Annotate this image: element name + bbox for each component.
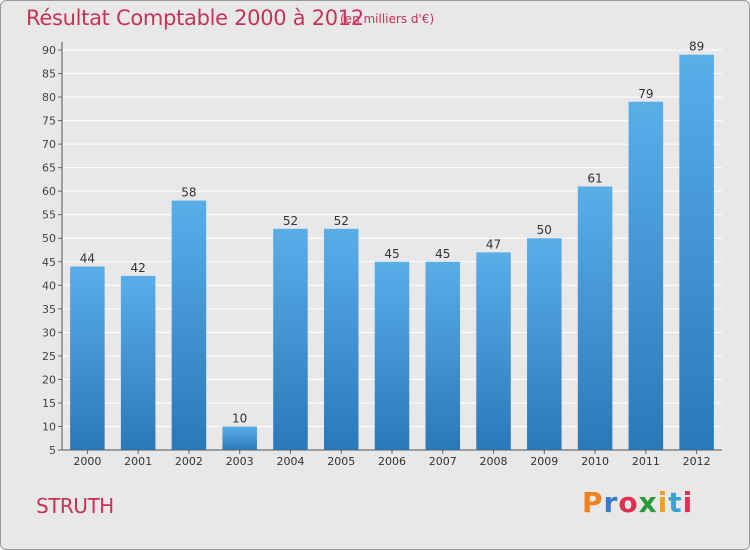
y-tick-label: 45: [42, 256, 56, 269]
bar-2010: [577, 186, 613, 450]
x-tick-label-2006: 2006: [378, 455, 406, 468]
data-label-2008: 47: [486, 237, 501, 251]
bar-2005: [323, 228, 359, 450]
brand-letter: i: [682, 486, 694, 519]
y-tick-label: 20: [42, 373, 56, 386]
bar-2004: [273, 228, 308, 450]
y-tick-label: 85: [42, 68, 56, 81]
bar-2000: [70, 266, 105, 450]
y-tick-label: 25: [42, 350, 56, 363]
y-tick-label: 60: [42, 185, 56, 198]
data-label-2006: 45: [384, 247, 399, 261]
data-label-2002: 58: [181, 186, 196, 200]
data-label-2004: 52: [283, 214, 298, 228]
y-tick-label: 80: [42, 91, 56, 104]
brand-letter: i: [657, 486, 669, 519]
chart-subtitle: (en milliers d'€): [340, 12, 435, 26]
data-label-2010: 61: [587, 171, 602, 185]
data-label-2012: 89: [689, 40, 704, 54]
bar-2012: [679, 54, 714, 451]
data-label-2009: 50: [537, 223, 552, 237]
bar-2002: [171, 200, 207, 450]
x-tick-label-2012: 2012: [683, 455, 711, 468]
bar-2011: [628, 101, 664, 450]
bar-2008: [476, 252, 511, 450]
brand-letter: r: [603, 486, 619, 519]
bar-2007: [425, 261, 461, 450]
data-label-2000: 44: [80, 251, 95, 265]
x-tick-label-2010: 2010: [581, 455, 609, 468]
commune-name: STRUTH: [36, 494, 114, 518]
brand-letter: t: [668, 486, 683, 519]
bar-2006: [374, 261, 410, 450]
x-tick-label-2003: 2003: [226, 455, 254, 468]
y-tick-label: 70: [42, 138, 56, 151]
y-tick-label: 30: [42, 326, 56, 339]
y-tick-label: 35: [42, 303, 56, 316]
y-tick-label: 15: [42, 397, 56, 410]
y-tick-label: 40: [42, 279, 56, 292]
y-tick-label: 50: [42, 232, 56, 245]
y-tick-labels: 5 10 15 20 25 30 35 40 45 50 55 60 65 70 75 80 85 90: [42, 44, 62, 457]
x-tick-label-2002: 2002: [175, 455, 203, 468]
data-label-2001: 42: [131, 261, 146, 275]
data-label-2011: 79: [638, 87, 653, 101]
bar-2001: [120, 275, 156, 450]
y-tick-label: 55: [42, 209, 56, 222]
brand-letter: o: [618, 486, 639, 519]
x-tick-label-2007: 2007: [429, 455, 457, 468]
x-tick-label-2000: 2000: [73, 455, 101, 468]
x-tick-label-2008: 2008: [480, 455, 508, 468]
bar-2009: [527, 238, 562, 450]
x-tick-labels: 2000 2001 2002 2003 2004 2005 2006 2007 2008 2009…: [73, 450, 711, 468]
data-label-2007: 45: [435, 247, 450, 261]
x-tick-label-2005: 2005: [327, 455, 355, 468]
bar-2003: [222, 426, 257, 450]
x-tick-label-2004: 2004: [276, 455, 304, 468]
y-tick-label: 90: [42, 44, 56, 57]
data-labels: 44 42 58 10 52 52 45 45 47 50 61 79 89: [80, 40, 705, 426]
y-tick-label: 65: [42, 162, 56, 175]
x-tick-label-2011: 2011: [632, 455, 660, 468]
y-tick-label: 75: [42, 115, 56, 128]
bars: [70, 54, 714, 451]
data-label-2005: 52: [334, 214, 349, 228]
chart-title: Résultat Comptable 2000 à 2012: [26, 6, 364, 30]
x-tick-label-2009: 2009: [530, 455, 558, 468]
y-tick-label: 5: [49, 444, 56, 457]
brand-letter: P: [582, 486, 604, 519]
proxiti-logo[interactable]: Proxiti: [582, 486, 693, 519]
x-tick-label-2001: 2001: [124, 455, 152, 468]
data-label-2003: 10: [232, 411, 247, 425]
brand-letter: x: [638, 486, 658, 519]
y-tick-label: 10: [42, 420, 56, 433]
